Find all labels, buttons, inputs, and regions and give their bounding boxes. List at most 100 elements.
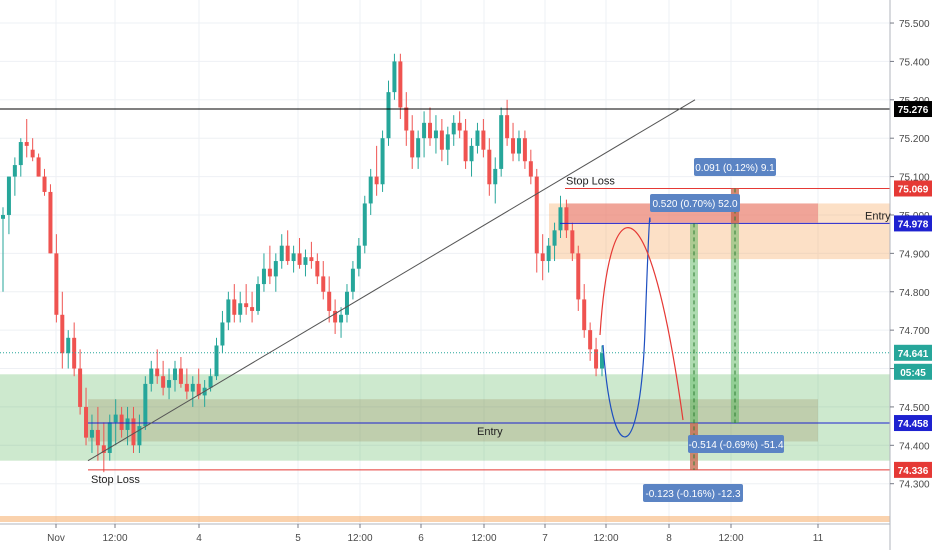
candle-body[interactable] <box>339 314 344 323</box>
candle-body[interactable] <box>493 168 498 185</box>
candle-body[interactable] <box>232 299 237 315</box>
candle-body[interactable] <box>522 138 527 162</box>
measure-bar-green-2[interactable] <box>731 188 739 424</box>
candle-body[interactable] <box>356 245 361 269</box>
candle-body[interactable] <box>469 145 474 162</box>
candle-body[interactable] <box>511 138 516 154</box>
candle-body[interactable] <box>78 368 83 407</box>
candle-body[interactable] <box>178 368 183 384</box>
candle-body[interactable] <box>6 176 11 215</box>
candle-body[interactable] <box>291 253 296 262</box>
candle-body[interactable] <box>321 276 326 292</box>
candle-body[interactable] <box>327 291 332 311</box>
candle-body[interactable] <box>505 115 510 139</box>
candle-body[interactable] <box>184 383 189 392</box>
candle-body[interactable] <box>516 138 521 154</box>
candle-body[interactable] <box>558 207 563 231</box>
candle-body[interactable] <box>18 142 23 166</box>
candle-body[interactable] <box>344 291 349 315</box>
candle-body[interactable] <box>54 253 59 315</box>
candle-body[interactable] <box>24 142 29 146</box>
candle-body[interactable] <box>457 122 462 131</box>
candle-body[interactable] <box>297 253 302 265</box>
candle-body[interactable] <box>433 130 438 139</box>
candle-body[interactable] <box>60 314 65 354</box>
candle-body[interactable] <box>285 245 290 262</box>
candle-body[interactable] <box>214 345 219 377</box>
candle-body[interactable] <box>172 368 177 381</box>
candle-body[interactable] <box>119 414 124 430</box>
candle-body[interactable] <box>89 429 94 438</box>
candle-body[interactable] <box>261 268 266 285</box>
candle-body[interactable] <box>220 322 225 346</box>
candle-body[interactable] <box>416 138 421 158</box>
candle-body[interactable] <box>481 130 486 150</box>
candle-body[interactable] <box>226 299 231 323</box>
candle-body[interactable] <box>12 165 17 177</box>
candle-body[interactable] <box>439 130 444 150</box>
candle-body[interactable] <box>149 368 154 384</box>
projection-curve-red[interactable] <box>599 227 684 421</box>
candle-body[interactable] <box>463 130 468 162</box>
candle-body[interactable] <box>42 176 47 192</box>
candle-body[interactable] <box>273 261 278 277</box>
candle-body[interactable] <box>475 130 480 146</box>
candle-body[interactable] <box>362 203 367 246</box>
candle-body[interactable] <box>398 61 403 108</box>
candle-body[interactable] <box>570 230 575 254</box>
projection-curve-blue[interactable] <box>602 217 651 438</box>
candle-body[interactable] <box>350 268 355 292</box>
candle-body[interactable] <box>66 337 71 354</box>
candle-body[interactable] <box>131 418 136 446</box>
candle-body[interactable] <box>167 380 172 388</box>
candle-body[interactable] <box>564 207 569 231</box>
candle-body[interactable] <box>499 115 504 169</box>
candle-body[interactable] <box>279 245 284 262</box>
candle-body[interactable] <box>410 130 415 158</box>
candle-body[interactable] <box>303 257 308 265</box>
candle-body[interactable] <box>540 253 545 262</box>
candle-body[interactable] <box>30 149 35 158</box>
candle-body[interactable] <box>84 406 89 438</box>
candle-body[interactable] <box>95 429 100 446</box>
candle-body[interactable] <box>600 353 604 369</box>
drawing-overlays[interactable] <box>0 99 890 471</box>
candle-body[interactable] <box>48 191 53 254</box>
candle-body[interactable] <box>1 214 5 219</box>
candle-body[interactable] <box>208 376 213 388</box>
candle-body[interactable] <box>428 122 433 139</box>
candle-body[interactable] <box>445 134 450 150</box>
candle-body[interactable] <box>161 376 166 388</box>
candle-body[interactable] <box>113 414 118 423</box>
candle-body[interactable] <box>588 330 593 350</box>
candle-body[interactable] <box>125 418 130 430</box>
candle-body[interactable] <box>36 157 41 177</box>
candle-body[interactable] <box>546 245 551 262</box>
candle-body[interactable] <box>528 161 533 177</box>
candle-body[interactable] <box>244 303 249 308</box>
candle-body[interactable] <box>107 422 112 453</box>
candle-body[interactable] <box>250 307 255 311</box>
candle-body[interactable] <box>392 61 397 93</box>
candle-body[interactable] <box>190 383 195 392</box>
trend-line[interactable] <box>87 99 696 462</box>
candle-body[interactable] <box>143 383 148 427</box>
candle-body[interactable] <box>315 261 320 277</box>
candle-body[interactable] <box>196 383 201 396</box>
candle-body[interactable] <box>238 303 243 315</box>
candle-body[interactable] <box>267 268 272 277</box>
candle-body[interactable] <box>451 122 456 135</box>
candle-body[interactable] <box>582 299 587 331</box>
candle-body[interactable] <box>422 122 427 139</box>
candle-body[interactable] <box>256 284 261 311</box>
candlestick-series[interactable] <box>1 53 604 473</box>
candle-body[interactable] <box>374 176 379 185</box>
candle-body[interactable] <box>534 176 539 254</box>
candle-body[interactable] <box>368 176 373 204</box>
candle-body[interactable] <box>594 349 599 369</box>
candle-body[interactable] <box>72 337 77 369</box>
candle-body[interactable] <box>487 149 492 185</box>
candle-body[interactable] <box>576 253 581 300</box>
